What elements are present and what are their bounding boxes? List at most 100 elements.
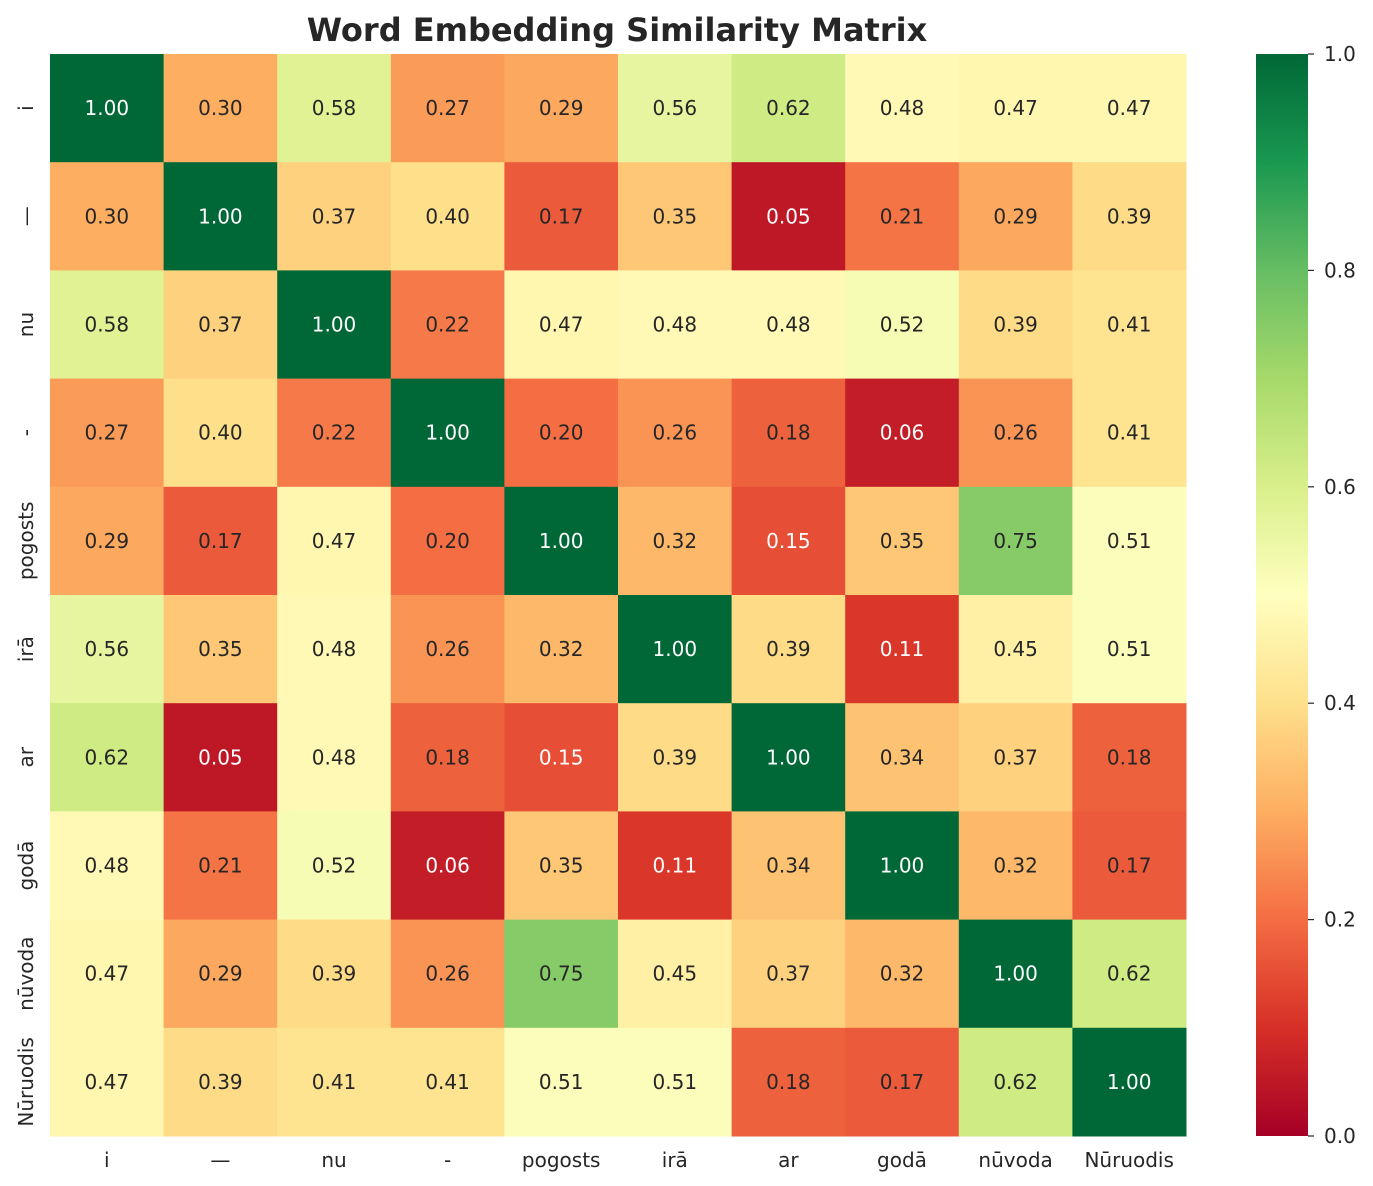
cell-value-label: 1.00 bbox=[993, 962, 1038, 986]
colorbar-tick-label: 0.2 bbox=[1324, 908, 1356, 932]
cell-value-label: 0.32 bbox=[880, 962, 925, 986]
heatmap-cell bbox=[390, 270, 505, 380]
heatmap-cell bbox=[390, 919, 505, 1029]
colorbar-gradient bbox=[1256, 54, 1308, 1136]
cell-value-label: 0.58 bbox=[312, 96, 357, 120]
heatmap-cell bbox=[277, 595, 392, 704]
heatmap-cell bbox=[163, 378, 278, 488]
cell-value-label: 0.62 bbox=[85, 745, 130, 769]
cell-value-label: 0.27 bbox=[425, 96, 470, 120]
heatmap-cell bbox=[277, 378, 392, 488]
heatmap-cell bbox=[958, 703, 1073, 812]
heatmap-cell bbox=[618, 162, 733, 271]
heatmap-cell bbox=[163, 595, 278, 704]
cell-value-label: 0.18 bbox=[766, 1070, 811, 1094]
cell-value-label: 0.17 bbox=[880, 1070, 925, 1094]
heatmap-cell bbox=[163, 703, 278, 812]
cell-value-label: 0.37 bbox=[198, 313, 243, 337]
cell-value-label: 1.00 bbox=[85, 96, 130, 120]
x-tick-label: nu bbox=[321, 1148, 346, 1172]
cell-value-label: 0.22 bbox=[425, 313, 470, 337]
cell-value-label: 0.29 bbox=[993, 204, 1038, 228]
cell-value-label: 0.35 bbox=[880, 529, 925, 553]
cell-value-label: 0.21 bbox=[880, 204, 925, 228]
heatmap-cell bbox=[504, 54, 619, 163]
heatmap-cell bbox=[50, 162, 165, 271]
heatmap-cell bbox=[1072, 1027, 1187, 1137]
cell-value-label: 0.29 bbox=[85, 529, 130, 553]
heatmap-cell bbox=[731, 811, 846, 921]
cell-value-label: 0.17 bbox=[198, 529, 243, 553]
cell-value-label: 0.21 bbox=[198, 854, 243, 878]
heatmap-cell bbox=[845, 378, 960, 488]
colorbar-tick-label: 0.0 bbox=[1324, 1124, 1356, 1148]
heatmap-cell bbox=[618, 486, 733, 596]
cell-value-label: 0.05 bbox=[198, 745, 243, 769]
colorbar-tick-label: 0.4 bbox=[1324, 691, 1356, 715]
heatmap-cell bbox=[277, 919, 392, 1029]
heatmap-cell bbox=[50, 378, 165, 488]
cell-value-label: 0.56 bbox=[85, 637, 130, 661]
heatmap-cell bbox=[618, 54, 733, 163]
cell-value-label: 0.62 bbox=[766, 96, 811, 120]
y-tick-label: - bbox=[14, 429, 38, 436]
cell-value-label: 0.41 bbox=[1107, 313, 1152, 337]
cell-value-label: 0.06 bbox=[425, 854, 470, 878]
heatmap-cell bbox=[1072, 54, 1187, 163]
heatmap-cell bbox=[958, 919, 1073, 1029]
cell-value-label: 0.17 bbox=[539, 204, 584, 228]
cell-value-label: 0.39 bbox=[653, 745, 698, 769]
heatmap-cell bbox=[958, 486, 1073, 596]
heatmap-cell bbox=[50, 270, 165, 380]
cell-value-label: 1.00 bbox=[766, 745, 811, 769]
heatmap-cell bbox=[50, 54, 165, 163]
cell-value-label: 0.15 bbox=[539, 745, 584, 769]
heatmap-cell bbox=[845, 162, 960, 271]
heatmap-cell bbox=[845, 811, 960, 921]
heatmap-cell bbox=[731, 595, 846, 704]
heatmap-cell bbox=[50, 703, 165, 812]
cell-value-label: 1.00 bbox=[1107, 1070, 1152, 1094]
cell-value-label: 0.52 bbox=[312, 854, 357, 878]
heatmap-cell bbox=[845, 919, 960, 1029]
cell-value-label: 0.48 bbox=[85, 854, 130, 878]
cell-value-label: 0.48 bbox=[653, 313, 698, 337]
cell-value-label: 0.45 bbox=[653, 962, 698, 986]
cell-value-label: 0.20 bbox=[539, 421, 584, 445]
heatmap-cell bbox=[277, 811, 392, 921]
heatmap-cell bbox=[958, 54, 1073, 163]
heatmap-cell bbox=[618, 1027, 733, 1137]
heatmap-cell bbox=[958, 595, 1073, 704]
cell-value-label: 0.47 bbox=[312, 529, 357, 553]
heatmap-cell bbox=[731, 378, 846, 488]
cell-value-label: 0.51 bbox=[1107, 529, 1152, 553]
cell-value-label: 0.39 bbox=[312, 962, 357, 986]
cell-value-label: 1.00 bbox=[425, 421, 470, 445]
heatmap-cell bbox=[1072, 703, 1187, 812]
cell-value-label: 0.48 bbox=[312, 637, 357, 661]
heatmap-cell bbox=[1072, 486, 1187, 596]
cell-value-label: 0.39 bbox=[993, 313, 1038, 337]
cell-value-label: 0.37 bbox=[312, 204, 357, 228]
heatmap-cell bbox=[731, 1027, 846, 1137]
cell-value-label: 0.58 bbox=[85, 313, 130, 337]
cell-value-label: 0.30 bbox=[85, 204, 130, 228]
cell-value-label: 0.39 bbox=[766, 637, 811, 661]
heatmap-cell bbox=[390, 1027, 505, 1137]
cell-value-label: 0.26 bbox=[425, 637, 470, 661]
x-tick-label: irā bbox=[662, 1148, 688, 1172]
cell-value-label: 0.35 bbox=[539, 854, 584, 878]
cell-value-label: 0.47 bbox=[1107, 96, 1152, 120]
cell-value-label: 0.75 bbox=[539, 962, 584, 986]
heatmap-cell bbox=[390, 486, 505, 596]
heatmap-cell bbox=[163, 162, 278, 271]
heatmap-cell bbox=[504, 162, 619, 271]
heatmap-cell bbox=[390, 54, 505, 163]
heatmap-cell bbox=[504, 378, 619, 488]
heatmap-cell bbox=[1072, 162, 1187, 271]
heatmap-cell bbox=[618, 919, 733, 1029]
heatmap-cell bbox=[1072, 378, 1187, 488]
cell-value-label: 0.51 bbox=[1107, 637, 1152, 661]
cell-value-label: 0.32 bbox=[653, 529, 698, 553]
